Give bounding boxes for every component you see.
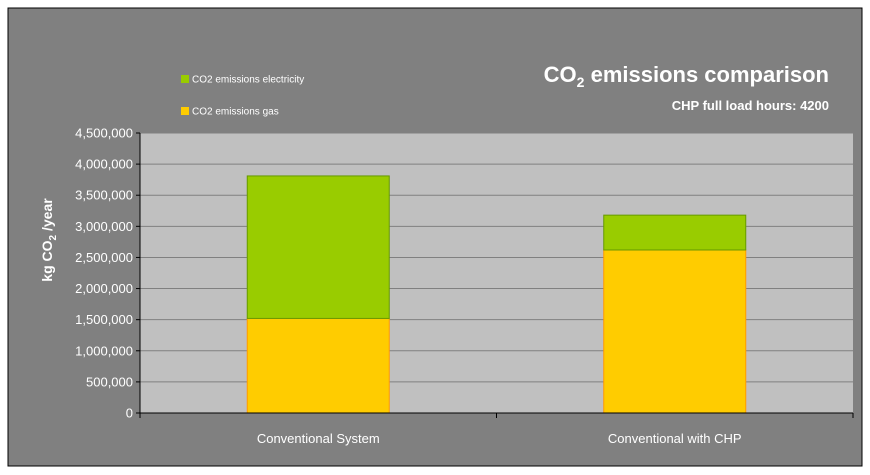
y-tick-label: 500,000 — [86, 374, 133, 389]
y-tick-label: 1,000,000 — [75, 343, 133, 358]
legend-swatch — [181, 107, 189, 115]
legend-label: CO2 emissions gas — [192, 107, 279, 118]
chart-title: CO2 emissions comparison — [544, 62, 829, 90]
y-tick-label: 4,000,000 — [75, 157, 133, 172]
chart-subtitle: CHP full load hours: 4200 — [672, 98, 829, 113]
axes — [136, 132, 854, 418]
x-tick-label: Conventional System — [257, 431, 380, 446]
bar-segment — [603, 214, 747, 251]
chart-title-subscript: 2 — [577, 74, 585, 90]
y-tick-label: 0 — [126, 406, 133, 421]
chart-title-main: CO — [544, 62, 577, 87]
bar-segment — [603, 249, 747, 414]
legend-label: CO2 emissions electricity — [192, 75, 304, 86]
y-axis-label-rest: /year — [39, 198, 55, 235]
bar-segment — [246, 175, 390, 319]
y-axis-label-main: kg CO — [39, 240, 55, 281]
x-tick-label: Conventional with CHP — [608, 431, 742, 446]
y-axis-label: kg CO2 /year — [39, 198, 59, 282]
y-axis-label-subscript: 2 — [48, 234, 59, 240]
y-tick-label: 3,000,000 — [75, 219, 133, 234]
bar-segment — [246, 317, 390, 414]
legend: CO2 emissions electricity CO2 emissions g… — [181, 75, 304, 118]
y-tick-label: 3,500,000 — [75, 188, 133, 203]
y-tick-label: 1,500,000 — [75, 312, 133, 327]
y-tick-label: 4,500,000 — [75, 126, 133, 141]
y-tick-label: 2,000,000 — [75, 281, 133, 296]
x-tick-labels: Conventional System Conventional with CHP — [257, 431, 742, 446]
bars — [246, 175, 747, 414]
legend-swatch — [181, 75, 189, 83]
y-tick-labels: 0 500,000 1,000,000 1,500,000 2,000,000 2,500… — [75, 126, 133, 421]
y-tick-label: 2,500,000 — [75, 250, 133, 265]
chart-title-rest: emissions comparison — [584, 62, 829, 87]
